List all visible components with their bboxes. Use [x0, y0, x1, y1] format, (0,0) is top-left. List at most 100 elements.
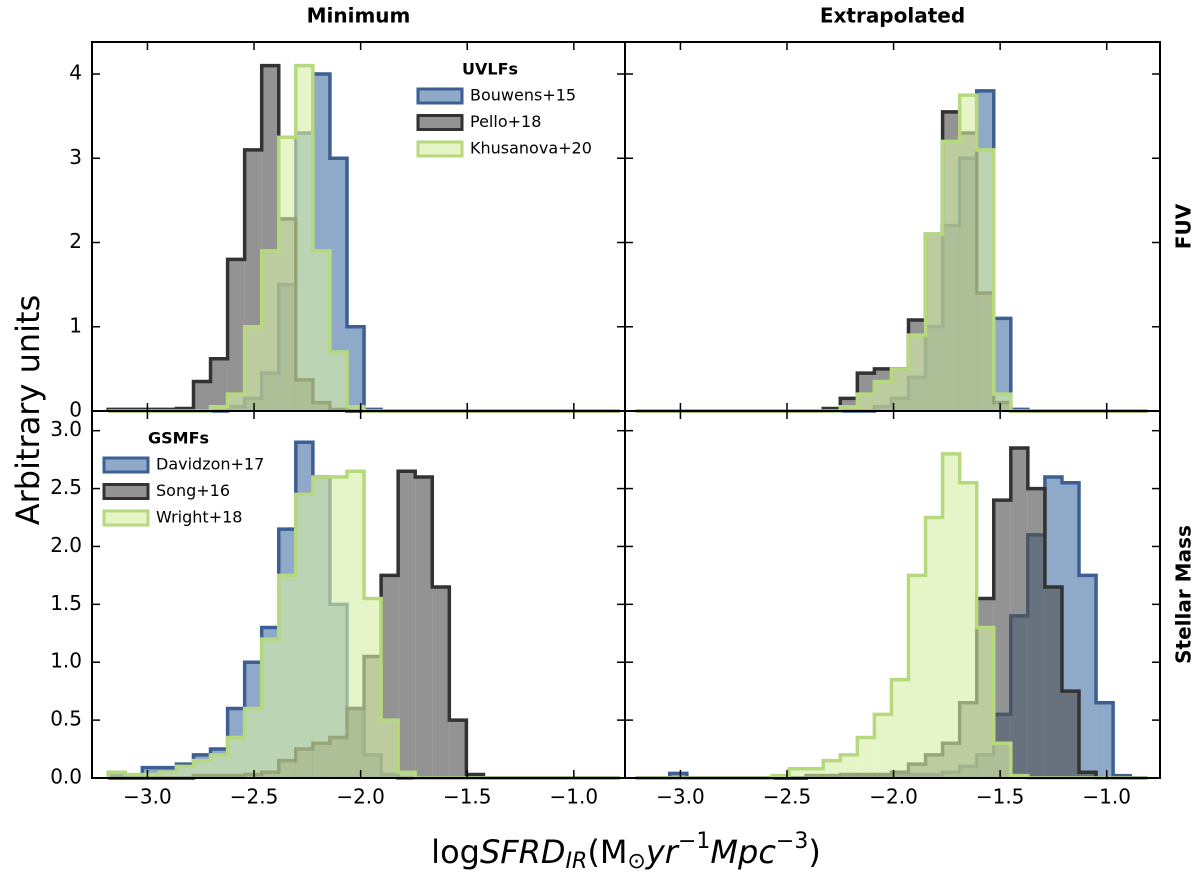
legend-label: Bouwens+15 [470, 86, 576, 105]
bar [942, 453, 960, 778]
x-label-part: Mpc [710, 833, 776, 871]
bar [329, 352, 347, 411]
step-outline [635, 93, 1148, 413]
bar [789, 768, 807, 778]
bar [993, 394, 1011, 411]
legend-title: GSMFs [148, 429, 209, 448]
y-tick-label: 3 [69, 145, 82, 169]
bar [432, 586, 450, 778]
panel: 0 1 2 3 4 Minimum UVLFs Bouwens+15 Pello+18 Khusa… [69, 4, 626, 422]
y-tick-label: 0 [69, 398, 82, 422]
bar [806, 768, 824, 778]
bar [857, 394, 875, 411]
bar [874, 381, 892, 411]
bar [108, 772, 126, 778]
x-tick-label: −1.0 [550, 785, 599, 809]
bar [942, 141, 960, 412]
legend-label: Pello+18 [470, 112, 541, 131]
bar [993, 318, 1011, 411]
panel: −3.0 −2.5 −2.0 −1.5 −1.0 Stellar Mass [624, 410, 1196, 809]
bar [312, 476, 330, 778]
bar [1027, 488, 1045, 778]
bar [381, 720, 399, 778]
bar [193, 381, 211, 411]
bar [874, 714, 892, 778]
x-tick-label: −1.5 [976, 785, 1025, 809]
y-tick-label: 1.0 [50, 649, 82, 673]
step-outline [635, 110, 1148, 413]
legend-swatch [102, 509, 150, 527]
bar [976, 149, 994, 411]
y-tick-label: 1.5 [50, 591, 82, 615]
bar [346, 471, 365, 778]
bar [261, 639, 279, 778]
x-tick-label: −2.5 [763, 785, 812, 809]
x-tick-label: −1.5 [443, 785, 492, 809]
bar [398, 471, 416, 778]
x-label-part: −3 [776, 829, 808, 854]
x-tick-label: −2.5 [230, 785, 279, 809]
y-tick-label: 2.0 [50, 533, 82, 557]
legend-label: Wright+18 [156, 508, 242, 527]
bar [346, 326, 365, 411]
bar [925, 517, 943, 778]
bar [244, 708, 262, 778]
bar [891, 679, 909, 778]
panel-title: Minimum [307, 4, 411, 28]
bar [449, 720, 467, 778]
bar [959, 95, 977, 411]
bar [1061, 691, 1080, 778]
legend-swatch [416, 140, 464, 158]
bar [193, 760, 211, 778]
panel-frame [624, 410, 1161, 779]
bar [346, 406, 365, 411]
step-outline [108, 72, 620, 413]
bar [891, 368, 909, 411]
x-label-part: SFRD [480, 833, 566, 871]
bar [1079, 575, 1097, 778]
x-label-part: (M [587, 833, 627, 871]
x-tick-label: −2.0 [869, 785, 918, 809]
bar [176, 766, 194, 778]
legend-swatch [416, 114, 464, 131]
x-label-part: ) [808, 833, 820, 871]
y-tick-label: 2 [69, 229, 82, 253]
bar [398, 772, 416, 778]
bar [295, 65, 313, 411]
bar [210, 754, 228, 778]
y-tick-label: 0.0 [50, 765, 82, 789]
bar [1010, 448, 1028, 778]
row-label: FUV [1172, 203, 1196, 249]
bar [993, 743, 1011, 778]
panel: Extrapolated FUV [624, 4, 1196, 413]
bar [159, 772, 177, 778]
legend-swatch [416, 87, 464, 105]
panel: −3.0 −2.5 −2.0 −1.5 −1.0 0.0 0.5 1.0 1.5 2.0 2.5 3.… [50, 410, 626, 809]
bar [1079, 772, 1097, 778]
y-tick-label: 4 [69, 61, 82, 85]
step-outline [635, 89, 1148, 413]
legend-swatch [102, 483, 150, 500]
bar [210, 358, 228, 411]
legend-label: Khusanova+20 [470, 139, 592, 158]
x-tick-label: −1.0 [1082, 785, 1131, 809]
x-label-part: yr [645, 833, 680, 871]
legend-title: UVLFs [462, 60, 518, 79]
x-tick-label: −3.0 [656, 785, 705, 809]
bar [415, 476, 433, 778]
bar [840, 754, 858, 778]
bar [925, 234, 943, 411]
y-tick-label: 1 [69, 313, 82, 337]
bar [278, 137, 296, 412]
bar [959, 482, 977, 778]
x-label-part: IR [566, 849, 588, 874]
bar [227, 737, 245, 778]
bar [329, 476, 347, 778]
bar [364, 598, 382, 778]
bar [312, 250, 330, 411]
bar [840, 406, 858, 411]
bar [329, 158, 347, 411]
bar [669, 773, 687, 778]
x-tick-label: −3.0 [123, 785, 172, 809]
row-label: Stellar Mass [1172, 525, 1196, 664]
